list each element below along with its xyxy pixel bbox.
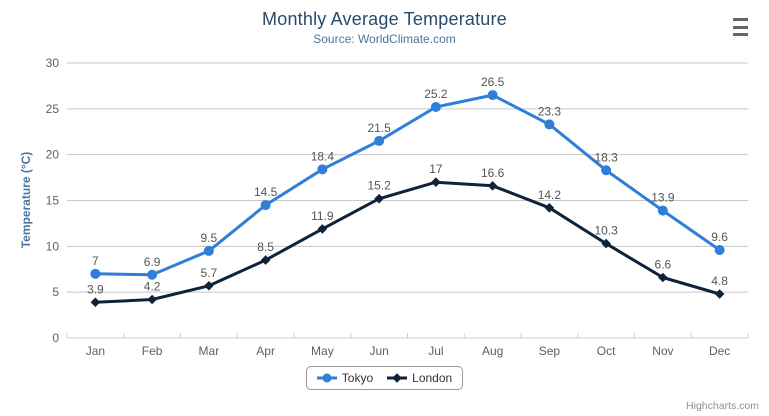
london-data-label: 11.9 bbox=[311, 209, 334, 223]
x-axis-label: Aug bbox=[482, 344, 503, 358]
tokyo-point-Apr[interactable] bbox=[260, 200, 271, 211]
x-axis-label: Oct bbox=[597, 344, 616, 358]
legend-item-london[interactable]: London bbox=[387, 371, 452, 385]
y-axis-label: 25 bbox=[46, 102, 60, 116]
tokyo-point-Jun[interactable] bbox=[374, 135, 385, 146]
london-point-Oct[interactable] bbox=[601, 238, 611, 249]
tokyo-point-Oct[interactable] bbox=[601, 165, 612, 176]
tokyo-point-Feb[interactable] bbox=[147, 269, 158, 280]
legend-label-london: London bbox=[412, 371, 453, 385]
hamburger-icon bbox=[733, 25, 748, 29]
london-series-marker-icon bbox=[387, 373, 408, 383]
credits-link[interactable]: Highcharts.com bbox=[686, 400, 759, 412]
hamburger-icon bbox=[733, 18, 748, 21]
london-point-May[interactable] bbox=[317, 224, 328, 234]
tokyo-data-label: 13.9 bbox=[651, 191, 675, 205]
x-axis-label: Nov bbox=[652, 344, 673, 358]
london-point-Apr[interactable] bbox=[260, 255, 271, 265]
y-axis-label: 5 bbox=[52, 285, 59, 299]
tokyo-point-Jan[interactable] bbox=[90, 268, 101, 279]
london-data-label: 17 bbox=[429, 162, 443, 176]
london-point-Jan[interactable] bbox=[90, 297, 101, 308]
tokyo-line bbox=[93, 93, 722, 277]
tokyo-data-label: 9.6 bbox=[711, 230, 728, 244]
london-data-label: 10.3 bbox=[594, 224, 618, 238]
london-point-Jun[interactable] bbox=[374, 193, 384, 204]
y-axis-title: Temperature (°C) bbox=[19, 151, 33, 249]
tokyo-data-label: 26.5 bbox=[481, 75, 505, 89]
london-data-label: 3.9 bbox=[87, 282, 104, 296]
x-axis-label: Jun bbox=[369, 344, 388, 358]
tokyo-data-label: 18.3 bbox=[594, 150, 618, 164]
tokyo-data-label: 25.2 bbox=[424, 87, 448, 101]
london-data-label: 15.2 bbox=[367, 179, 391, 193]
london-point-Nov[interactable] bbox=[658, 272, 668, 283]
x-axis-label: Jan bbox=[86, 344, 105, 358]
tokyo-data-label: 6.9 bbox=[144, 255, 161, 269]
tokyo-point-Dec[interactable] bbox=[714, 245, 725, 255]
tokyo-point-May[interactable] bbox=[317, 164, 328, 175]
hamburger-icon bbox=[733, 33, 748, 36]
tokyo-data-label: 18.4 bbox=[311, 149, 335, 163]
tokyo-data-label: 21.5 bbox=[367, 121, 391, 135]
tokyo-point-Nov[interactable] bbox=[657, 205, 668, 216]
legend-box: Tokyo London bbox=[305, 366, 464, 390]
london-point-Jul[interactable] bbox=[431, 177, 441, 187]
london-point-Aug[interactable] bbox=[487, 181, 498, 191]
y-axis-label: 20 bbox=[46, 148, 60, 162]
london-data-label: 14.2 bbox=[538, 188, 562, 202]
y-axis-label: 30 bbox=[46, 56, 60, 70]
y-axis-label: 15 bbox=[46, 194, 60, 208]
tokyo-point-Sep[interactable] bbox=[544, 119, 555, 130]
x-axis-label: Feb bbox=[142, 344, 163, 358]
tokyo-point-Mar[interactable] bbox=[203, 245, 214, 256]
tokyo-data-label: 9.5 bbox=[201, 231, 218, 245]
london-point-Dec[interactable] bbox=[714, 289, 725, 299]
y-axis-label: 0 bbox=[52, 331, 59, 345]
x-axis-label: Mar bbox=[199, 344, 220, 358]
london-point-Feb[interactable] bbox=[147, 294, 157, 305]
export-menu-button[interactable] bbox=[728, 14, 754, 40]
y-axis-label: 10 bbox=[46, 239, 60, 253]
london-point-Mar[interactable] bbox=[204, 280, 214, 291]
london-data-label: 16.6 bbox=[481, 166, 505, 180]
london-data-label: 4.8 bbox=[711, 274, 728, 288]
tokyo-data-label: 14.5 bbox=[254, 185, 278, 199]
legend: Tokyo London bbox=[0, 366, 769, 390]
x-axis-label: Jul bbox=[428, 344, 443, 358]
london-point-Sep[interactable] bbox=[544, 203, 555, 213]
tokyo-data-label: 7 bbox=[92, 254, 99, 268]
tokyo-point-Aug[interactable] bbox=[487, 90, 498, 101]
x-axis-label: Apr bbox=[256, 344, 275, 358]
london-line bbox=[93, 180, 722, 304]
chart-title: Monthly Average Temperature bbox=[262, 9, 507, 29]
x-axis-label: Dec bbox=[709, 344, 730, 358]
tokyo-data-label: 23.3 bbox=[538, 104, 562, 118]
legend-label-tokyo: Tokyo bbox=[341, 371, 374, 385]
london-data-label: 5.7 bbox=[201, 266, 218, 280]
x-axis-label: Sep bbox=[539, 344, 561, 358]
tokyo-point-Jul[interactable] bbox=[430, 102, 441, 112]
chart-subtitle: Source: WorldClimate.com bbox=[313, 32, 456, 46]
london-data-label: 6.6 bbox=[655, 258, 672, 272]
london-data-label: 8.5 bbox=[257, 240, 274, 254]
x-axis-label: May bbox=[311, 344, 334, 358]
london-data-label: 4.2 bbox=[144, 280, 161, 294]
legend-item-tokyo[interactable]: Tokyo bbox=[316, 371, 374, 385]
tokyo-series-marker-icon bbox=[316, 373, 337, 383]
